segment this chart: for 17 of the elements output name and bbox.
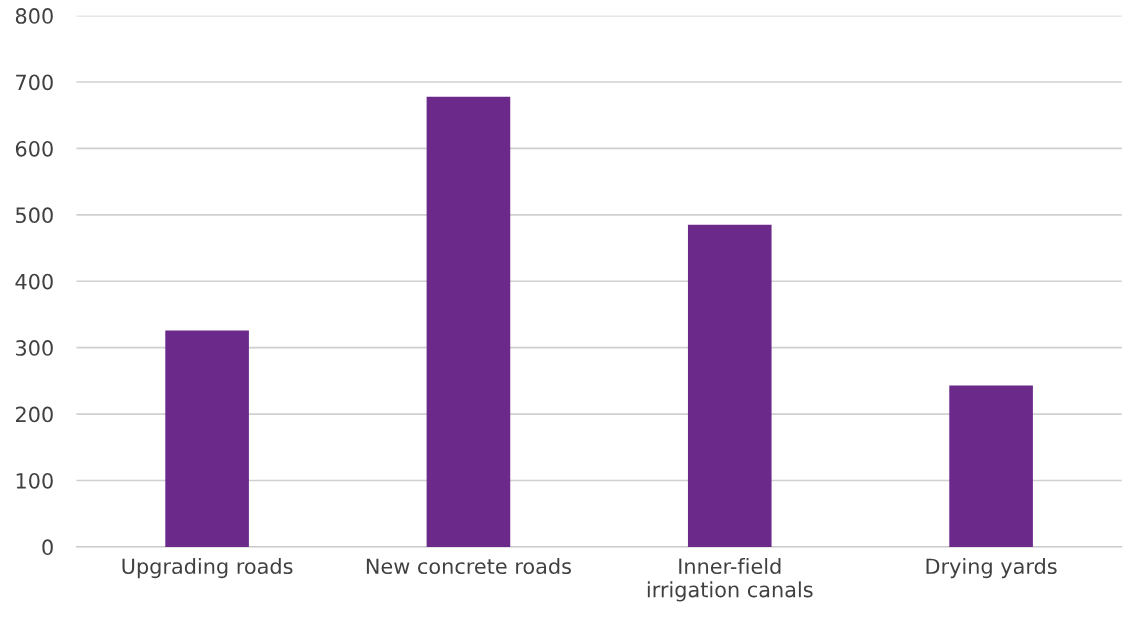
x-tick-label: Drying yards: [926, 557, 1057, 579]
y-tick-label: 200: [15, 406, 53, 423]
y-tick-label: 400: [15, 273, 53, 290]
y-tick-label: 500: [16, 207, 53, 224]
x-tick-label: Upgrading roads: [122, 557, 293, 579]
y-tick-label: 800: [15, 8, 53, 24]
y-tick-label: 100: [16, 472, 53, 489]
y-tick-label: 700: [16, 74, 53, 91]
bar: [165, 330, 249, 547]
bar: [687, 224, 772, 547]
y-tick-label: 600: [15, 140, 53, 157]
x-tick-label: Inner-field irrigation canals: [647, 557, 813, 602]
bar: [426, 96, 511, 547]
y-tick-label: 300: [16, 340, 53, 356]
bar: [949, 385, 1033, 547]
x-tick-label: New concrete roads: [366, 557, 571, 575]
y-tick-label: 0: [42, 539, 53, 556]
